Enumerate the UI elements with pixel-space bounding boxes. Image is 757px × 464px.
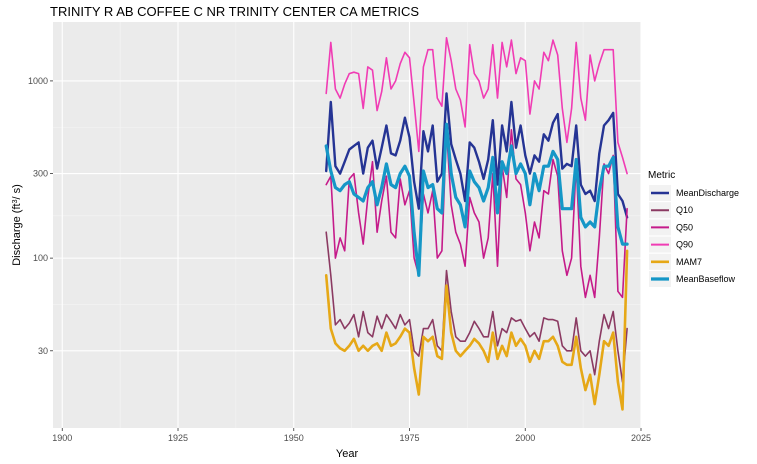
legend-title: Metric: [648, 170, 675, 181]
chart-title: TRINITY R AB COFFEE C NR TRINITY CENTER …: [50, 4, 419, 19]
axis-ticks: 1900 1925 1950 1975 2000 2025 30 100 300 1000: [28, 76, 651, 443]
y-axis-label-main: Discharge (ft: [11, 203, 23, 265]
x-tick-label: 1925: [168, 433, 188, 443]
x-axis-label: Year: [336, 448, 359, 460]
legend-label-q10: Q10: [676, 205, 693, 215]
x-tick-label: 2000: [515, 433, 535, 443]
y-tick-label: 100: [33, 253, 48, 263]
x-tick-label: 1950: [284, 433, 304, 443]
series-line-meandischarge: [325, 92, 629, 219]
x-tick-label: 1900: [52, 433, 72, 443]
series-line-mam7: [324, 249, 629, 411]
legend-label-q90: Q90: [676, 240, 693, 250]
legend: MeanDischarge Q10 Q50 Q90 MAM7 MeanBaseflow: [649, 185, 739, 287]
series-lines: [324, 36, 629, 411]
series-line-q90: [325, 36, 628, 175]
x-tick-label: 1975: [399, 433, 419, 443]
y-axis-label-tail: / s): [11, 184, 23, 199]
y-tick-label: 300: [33, 169, 48, 179]
y-axis-label-superscript: 3: [12, 199, 19, 203]
legend-label-mam7: MAM7: [676, 257, 702, 267]
x-tick-label: 2025: [631, 433, 651, 443]
legend-label-q50: Q50: [676, 222, 693, 232]
legend-label-meandischarge: MeanDischarge: [676, 188, 739, 198]
legend-label-meanbaseflow: MeanBaseflow: [676, 274, 736, 284]
y-axis-label: Discharge (ft3/ s): [11, 184, 23, 266]
y-tick-label: 1000: [28, 76, 48, 86]
series-line-meanbaseflow: [324, 122, 629, 277]
y-tick-label: 30: [38, 346, 48, 356]
series-line-q10: [325, 231, 628, 383]
grid: [53, 22, 642, 428]
